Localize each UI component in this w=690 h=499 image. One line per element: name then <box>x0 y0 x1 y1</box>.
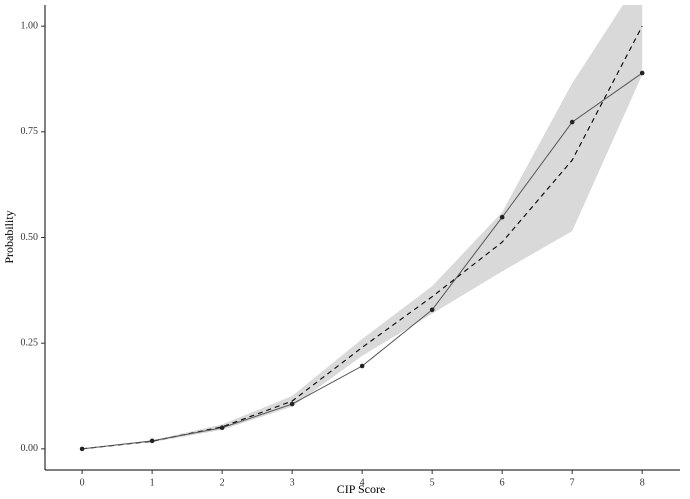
observed-point <box>219 425 225 431</box>
y-tick-label: 0.50 <box>21 232 39 243</box>
observed-point <box>149 438 155 444</box>
x-tick-label: 6 <box>500 477 505 488</box>
observed-point <box>499 214 505 220</box>
x-tick-label: 1 <box>150 477 155 488</box>
x-tick-label: 7 <box>570 477 575 488</box>
plot-area <box>79 5 645 452</box>
observed-point <box>639 70 645 76</box>
x-tick-label: 2 <box>220 477 225 488</box>
x-tick-label: 4 <box>360 477 365 488</box>
x-axis-title: CIP Score <box>337 482 386 496</box>
y-tick-label: 0.75 <box>21 126 39 137</box>
y-axis-title: Probability <box>2 210 16 263</box>
observed-point <box>79 446 85 452</box>
observed-point <box>569 119 575 125</box>
y-tick-label: 0.25 <box>21 337 39 348</box>
x-tick-label: 3 <box>290 477 295 488</box>
y-tick-label: 0.00 <box>21 443 39 454</box>
x-tick-label: 5 <box>430 477 435 488</box>
confidence-band <box>82 5 643 449</box>
x-tick-label: 0 <box>80 477 85 488</box>
observed-point <box>359 363 365 369</box>
observed-point <box>289 401 295 407</box>
y-tick-label: 1.00 <box>21 20 39 31</box>
x-tick-label: 8 <box>640 477 645 488</box>
observed-point <box>429 307 435 313</box>
